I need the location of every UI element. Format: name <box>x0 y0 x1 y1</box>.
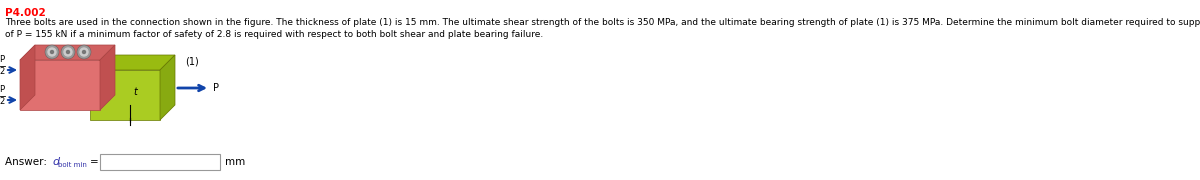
Polygon shape <box>160 55 175 120</box>
Polygon shape <box>20 45 35 110</box>
Text: 2: 2 <box>0 97 5 106</box>
Polygon shape <box>20 60 100 110</box>
Polygon shape <box>90 55 175 70</box>
Text: (1): (1) <box>185 57 199 67</box>
Text: P: P <box>0 85 5 94</box>
Text: =: = <box>90 157 98 167</box>
Text: Answer:: Answer: <box>5 157 50 167</box>
Circle shape <box>80 48 88 56</box>
Circle shape <box>48 48 56 56</box>
Text: mm: mm <box>226 157 245 167</box>
Circle shape <box>64 48 72 56</box>
Circle shape <box>61 45 74 59</box>
Circle shape <box>46 45 59 59</box>
Text: d: d <box>52 157 59 167</box>
Circle shape <box>66 51 70 53</box>
Text: 2: 2 <box>0 67 5 76</box>
Text: t: t <box>133 87 137 97</box>
FancyBboxPatch shape <box>100 154 220 170</box>
Text: P4.002: P4.002 <box>5 8 46 18</box>
Text: P: P <box>214 83 220 93</box>
Polygon shape <box>100 45 115 110</box>
Polygon shape <box>90 70 160 120</box>
Circle shape <box>77 45 91 59</box>
Text: P: P <box>0 55 5 64</box>
Polygon shape <box>20 45 115 60</box>
Text: of P = 155 kN if a minimum factor of safety of 2.8 is required with respect to b: of P = 155 kN if a minimum factor of saf… <box>5 30 544 39</box>
Circle shape <box>83 51 85 53</box>
Text: Three bolts are used in the connection shown in the figure. The thickness of pla: Three bolts are used in the connection s… <box>5 18 1200 27</box>
Circle shape <box>50 51 54 53</box>
Text: bolt min: bolt min <box>58 162 86 168</box>
